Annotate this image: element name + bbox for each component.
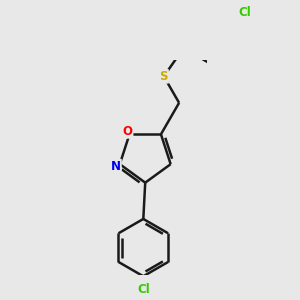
- Text: Cl: Cl: [238, 6, 251, 19]
- Text: O: O: [123, 125, 133, 138]
- Text: N: N: [111, 160, 121, 172]
- Text: S: S: [160, 70, 168, 83]
- Text: Cl: Cl: [137, 283, 150, 296]
